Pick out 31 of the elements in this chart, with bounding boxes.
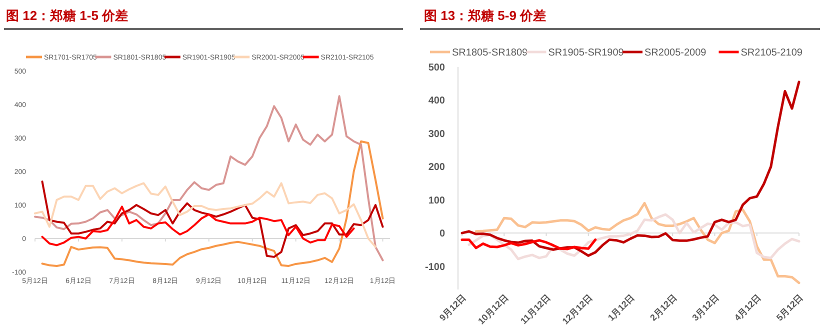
chart-title: 图 12：郑糖 1-5 价差 — [6, 8, 128, 23]
x-tick-label: 10月12日 — [476, 292, 510, 326]
x-tick-label: 12月12日 — [560, 292, 594, 326]
x-tick-label: 2月12日 — [648, 292, 679, 323]
line-series — [460, 80, 800, 257]
y-tick-label: 200 — [428, 162, 446, 174]
line-series — [34, 182, 377, 248]
chart-title: 图 13：郑糖 5-9 价差 — [424, 8, 546, 23]
line-series — [41, 180, 384, 258]
x-tick-label: 11月12日 — [518, 292, 552, 326]
y-tick-label: 0 — [439, 228, 446, 240]
line-series — [41, 206, 355, 246]
x-tick-label: 1月12日 — [606, 292, 636, 323]
line-series — [41, 140, 384, 267]
line-series — [474, 202, 800, 284]
y-tick-label: 400 — [428, 96, 446, 107]
y-tick-label: 300 — [428, 128, 446, 140]
line-series — [460, 238, 597, 250]
x-tick-label: 5月12日 — [774, 292, 805, 323]
x-tick-label: 4月12日 — [732, 292, 763, 323]
line-series — [34, 95, 384, 262]
y-tick-label: 500 — [428, 62, 446, 74]
legend-label: SR1805-SR1809 — [452, 48, 528, 58]
legend-label: SR1905-SR1909 — [548, 48, 624, 58]
legend-label: SR2005-2009 — [644, 48, 707, 58]
legend-label: SR2105-2109 — [740, 48, 803, 58]
line-series — [468, 213, 800, 260]
y-tick-label: -100 — [424, 262, 446, 273]
x-tick-label: 9月12日 — [438, 292, 468, 323]
y-tick-label: 100 — [428, 195, 446, 206]
x-tick-label: 3月12日 — [690, 292, 721, 323]
